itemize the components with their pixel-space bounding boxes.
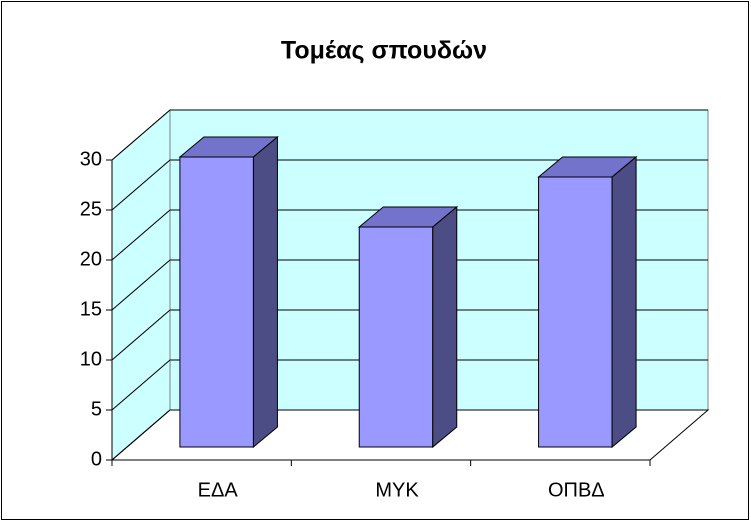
- x-tick-label: ΟΠΒΔ: [548, 479, 605, 501]
- bar-side: [432, 205, 458, 449]
- y-tick-label: 5: [91, 398, 102, 420]
- bar-side: [611, 155, 637, 449]
- grid-line: [111, 159, 708, 211]
- chart-title: Τομέας σπουδών: [281, 37, 487, 65]
- grid-line: [111, 109, 708, 161]
- y-tick-label: 15: [80, 298, 102, 320]
- grid-line: [111, 409, 708, 461]
- y-tick-label: 10: [80, 348, 102, 370]
- y-tick-label: 25: [80, 198, 102, 220]
- bar-side: [252, 135, 278, 449]
- y-tick-label: 30: [80, 148, 102, 170]
- grid-line: [111, 259, 708, 311]
- bar-front: [179, 156, 254, 448]
- y-tick-label: 0: [91, 448, 102, 470]
- bar-front: [538, 176, 613, 448]
- grid-line: [111, 359, 708, 411]
- bar-front: [358, 226, 434, 448]
- grid-line: [111, 309, 708, 361]
- x-tick-label: ΜΥΚ: [375, 479, 419, 501]
- y-tick-label: 20: [80, 248, 102, 270]
- grid-line: [111, 209, 708, 261]
- x-tick-label: ΕΔΑ: [198, 479, 239, 501]
